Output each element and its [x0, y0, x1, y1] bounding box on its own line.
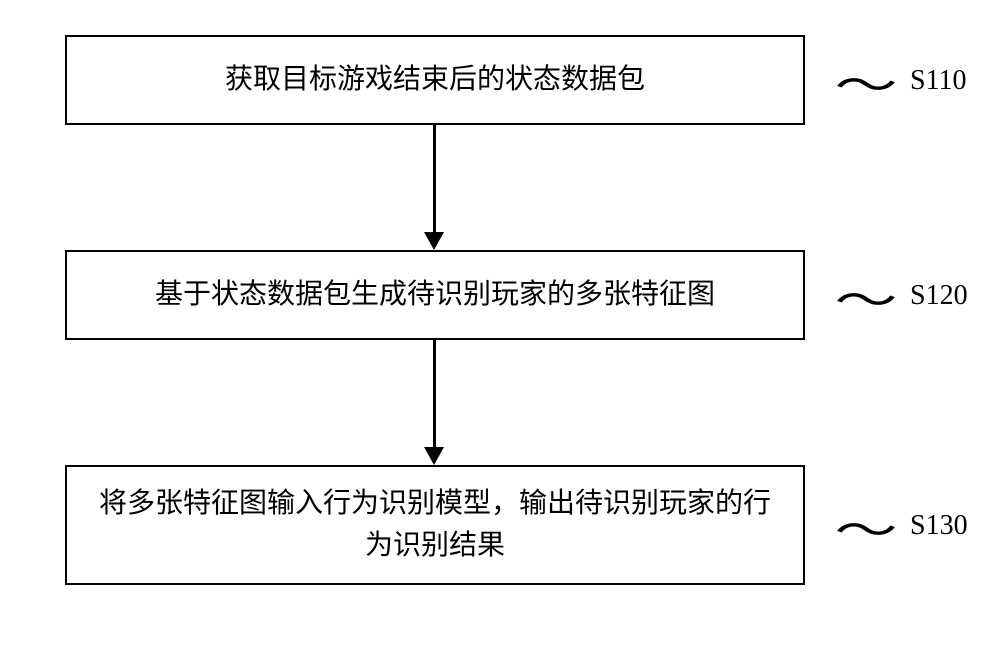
step-label-s110: S110 — [910, 65, 967, 97]
connector-tilde-s120: 〜 — [834, 267, 897, 328]
arrow-head-1 — [424, 232, 444, 250]
step-box-s130: 将多张特征图输入行为识别模型，输出待识别玩家的行为识别结果 — [65, 465, 805, 585]
connector-tilde-s110: 〜 — [834, 52, 897, 113]
step-label-s130: S130 — [910, 510, 968, 542]
step-text-s110: 获取目标游戏结束后的状态数据包 — [225, 59, 645, 101]
step-box-s110: 获取目标游戏结束后的状态数据包 — [65, 35, 805, 125]
step-box-s120: 基于状态数据包生成待识别玩家的多张特征图 — [65, 250, 805, 340]
arrow-line-2 — [433, 340, 436, 447]
step-text-s120: 基于状态数据包生成待识别玩家的多张特征图 — [155, 274, 715, 316]
flowchart-container: 获取目标游戏结束后的状态数据包 〜 S110 基于状态数据包生成待识别玩家的多张… — [0, 0, 1000, 655]
arrow-line-1 — [433, 125, 436, 232]
connector-tilde-s130: 〜 — [834, 497, 897, 558]
step-label-s120: S120 — [910, 280, 968, 312]
arrow-head-2 — [424, 447, 444, 465]
step-text-s130: 将多张特征图输入行为识别模型，输出待识别玩家的行为识别结果 — [87, 483, 783, 567]
